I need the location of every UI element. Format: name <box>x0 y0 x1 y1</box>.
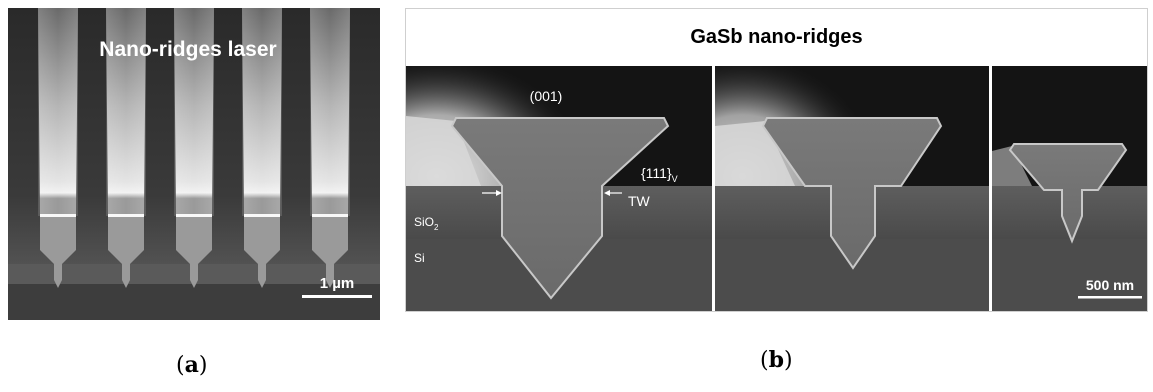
label-si: Si <box>414 251 425 265</box>
cross-section-3: 500 nm <box>992 66 1147 311</box>
label-111: {111}V <box>641 165 678 184</box>
cross-section-2 <box>715 66 989 311</box>
nano-ridge <box>106 8 146 288</box>
nano-ridge <box>38 8 78 288</box>
label-sio2: SiO2 <box>414 215 439 232</box>
sem-image-nano-ridges-laser: Nano-ridges laser 1 µm <box>8 8 380 320</box>
nano-ridge <box>242 8 282 288</box>
label-tw: TW <box>628 193 651 209</box>
label-001: (001) <box>530 88 563 104</box>
panel-b-title: GaSb nano-ridges <box>690 26 863 48</box>
scale-bar-b-label: 500 nm <box>1086 277 1134 293</box>
scale-bar-a-label: 1 µm <box>320 275 355 292</box>
cross-section-1: (001) {111}V TW SiO2 Si <box>406 66 712 311</box>
nano-ridge <box>310 8 350 288</box>
panel-b-frame: GaSb nano-ridges (0 <box>405 8 1148 312</box>
scale-bar-a <box>302 295 372 298</box>
caption-b: (b) <box>760 347 793 373</box>
caption-a: (a) <box>176 352 208 378</box>
ridge-group <box>38 8 350 288</box>
nano-ridge <box>174 8 214 288</box>
sem-image-gasb-cross-sections: (001) {111}V TW SiO2 Si <box>406 66 1147 311</box>
scale-bar-b <box>1078 296 1142 299</box>
panel-a-title: Nano-ridges laser <box>99 38 276 61</box>
